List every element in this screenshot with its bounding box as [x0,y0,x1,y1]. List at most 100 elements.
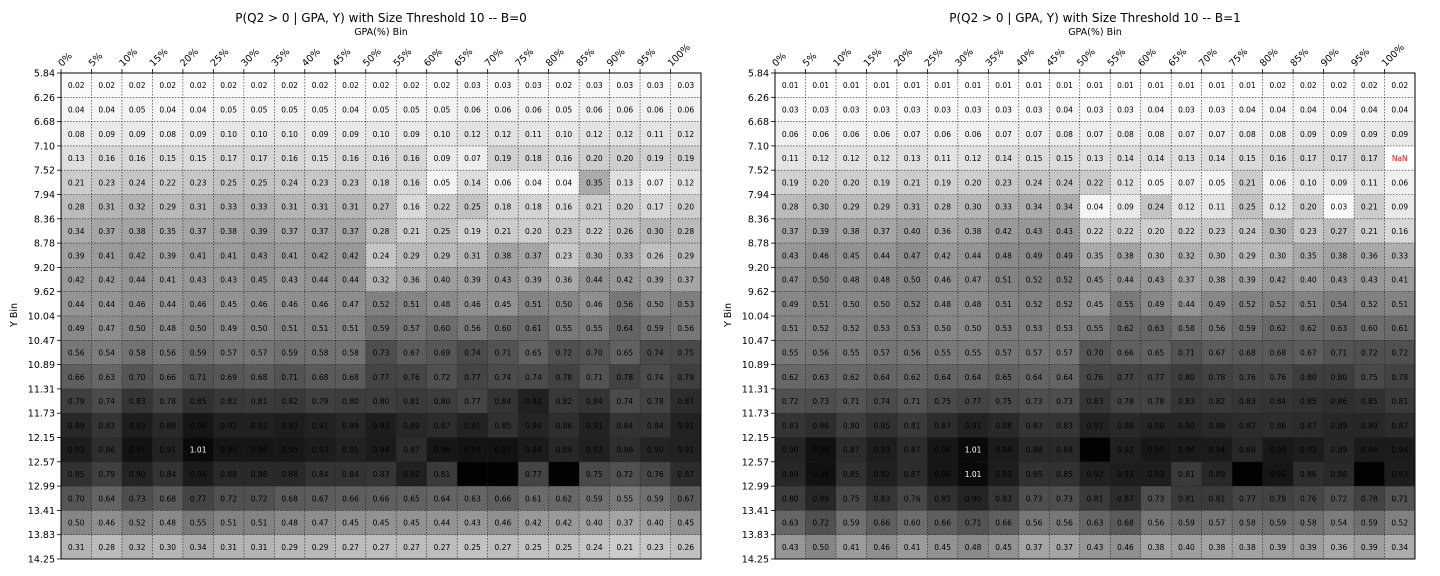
heatmap-cell [152,170,184,195]
heatmap-cell [988,388,1020,414]
y-tick-label: 5.84 [748,69,769,80]
heatmap-cell [1262,510,1294,536]
heatmap-cell [91,243,123,268]
cell-value-label: 0.20 [1148,227,1165,236]
cell-value-label: 0.02 [1361,81,1378,90]
cell-value-label: 0.42 [934,251,951,260]
heatmap-cell [1110,437,1142,463]
cell-value-label: 0.63 [1087,519,1104,528]
cell-value-label: 0.77 [464,373,481,382]
cell-value-label: 0.45 [677,519,694,528]
cell-value-label: 0.89 [68,421,85,430]
heatmap-cell [609,267,641,293]
heatmap-cell [1140,316,1172,341]
heatmap-cell [304,243,336,268]
y-tick-label: 8.36 [34,214,55,225]
cell-value-label: 0.84 [342,470,359,479]
heatmap-cell [61,97,92,123]
cell-value-label: 0.50 [129,324,146,333]
heatmap-cell [457,364,489,390]
cell-value-label: 0.57 [1056,348,1073,357]
cell-value-label: 0.85 [1300,397,1317,406]
heatmap-cell [927,486,959,511]
cell-value-label: 0.07 [1209,130,1226,139]
cell-value-label: 0.91 [342,446,359,455]
cell-value-label: 0.73 [129,494,146,503]
cell-value-label: 0.72 [616,470,633,479]
heatmap-cell [1384,73,1416,98]
heatmap-cell [243,364,275,390]
heatmap-cell [988,486,1020,511]
cell-value-label: 0.41 [281,251,298,260]
heatmap-cell [1201,364,1233,390]
y-axis-label: Y Bin [723,303,734,328]
cell-value-label: 0.36 [1361,251,1378,260]
cell-value-label: 0.32 [129,543,146,552]
cell-value-label: 0.28 [373,227,390,236]
cell-value-label: 0.35 [159,227,176,236]
heatmap-cell [396,291,428,317]
cell-value-label: 0.94 [1209,446,1226,455]
cell-value-label: 0.57 [251,348,268,357]
heatmap-cell [988,510,1020,536]
heatmap-cell [426,243,458,268]
cell-value-label: 0.52 [129,519,146,528]
cell-value-label: 0.37 [342,227,359,236]
heatmap-cell [1110,194,1142,220]
cell-value-label: 0.42 [616,276,633,285]
cell-value-label: 0.93 [68,446,85,455]
cell-value-label: 0.73 [1148,494,1165,503]
heatmap-cell [1018,437,1050,463]
y-tick-label: 8.36 [748,214,769,225]
heatmap-cell [1049,170,1081,195]
cell-value-label: 0.09 [1300,130,1317,139]
heatmap-cell [365,340,397,366]
heatmap-cell [1171,243,1203,268]
heatmap-cell [1293,73,1325,98]
heatmap-cell [1079,340,1111,366]
cell-value-label: 0.86 [556,421,573,430]
heatmap-cell [1049,486,1081,511]
heatmap-cell [927,340,959,366]
cell-value-label: 0.29 [159,203,176,212]
cell-value-label: 0.02 [373,81,390,90]
cell-value-label: 0.03 [1087,105,1104,114]
cell-value-label: 0.56 [1209,324,1226,333]
cell-value-label: 0.34 [190,543,207,552]
y-tick-label: 13.41 [28,506,55,517]
heatmap-cell [1079,437,1111,463]
heatmap-cell [457,388,489,414]
heatmap-cell [1079,170,1111,195]
cell-value-label: 0.43 [251,251,268,260]
y-tick-label: 7.10 [748,141,769,152]
cell-value-label: 0.10 [281,130,298,139]
cell-value-label: 0.13 [68,154,85,163]
heatmap-cell [775,218,806,244]
cell-value-label: 0.95 [281,446,298,455]
cell-value-label: 0.92 [403,470,420,479]
heatmap-cell [518,510,550,536]
heatmap-cell [335,218,367,244]
cell-value-label: 0.97 [129,446,146,455]
cell-value-label: 0.95 [1270,446,1287,455]
heatmap-cell [426,97,458,123]
heatmap-cell [1171,218,1203,244]
heatmap-cell [1293,413,1325,438]
heatmap-cell [866,413,898,438]
heatmap-cell [1201,413,1233,438]
heatmap-cell [775,267,806,293]
heatmap-cell [61,364,92,390]
heatmap-cell [1140,194,1172,220]
heatmap-cell [1171,461,1203,487]
cell-value-label: 0.20 [812,178,829,187]
cell-value-label: 0.87 [677,397,694,406]
cell-value-label: 0.90 [1178,421,1195,430]
heatmap-cell [548,316,580,341]
heatmap-cell [835,73,867,98]
cell-value-label: 0.09 [1117,203,1134,212]
cell-value-label: 0.04 [68,105,85,114]
cell-value-label: 0.30 [812,203,829,212]
heatmap-cell [988,73,1020,98]
heatmap-cell [1049,437,1081,463]
